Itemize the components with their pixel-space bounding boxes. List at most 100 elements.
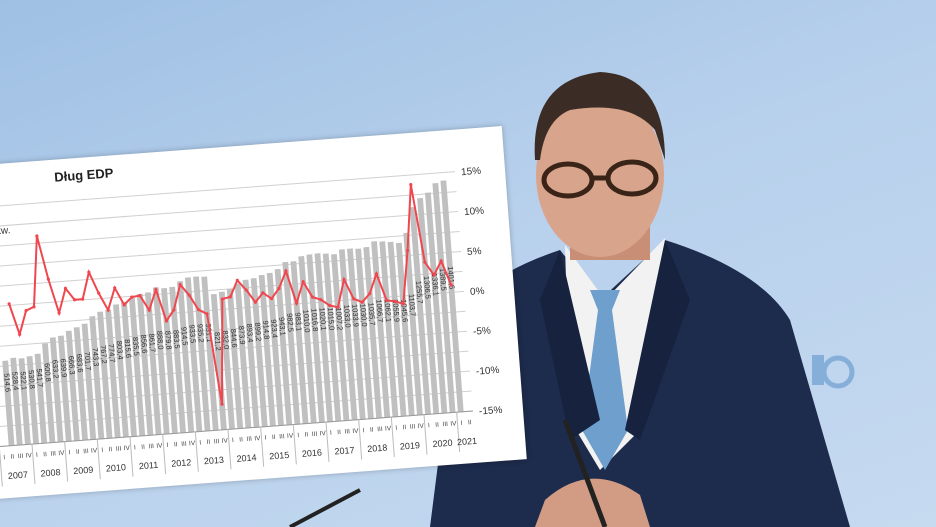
bar-label: 541,7 <box>35 368 45 387</box>
bar <box>290 261 309 424</box>
quarter-label: IV <box>450 420 457 427</box>
bar <box>42 343 56 443</box>
bar-label: 933,5 <box>187 324 197 343</box>
growth-point <box>7 302 11 306</box>
growth-point <box>178 282 182 287</box>
bar-label: 914,8 <box>261 320 271 339</box>
bar-label: 1016,8 <box>309 308 320 332</box>
bar-label: 923,4 <box>269 319 279 338</box>
x-axis <box>0 410 474 448</box>
quarter-label: IV <box>25 452 32 459</box>
bar-label: 666,3 <box>67 355 77 374</box>
bar-label: 701,7 <box>83 351 93 370</box>
growth-point <box>35 234 39 238</box>
bar <box>105 309 121 438</box>
bar <box>161 287 178 434</box>
bar <box>250 278 268 427</box>
quarter-label: II <box>174 441 178 448</box>
bar <box>113 304 129 438</box>
bar <box>347 248 366 420</box>
bar <box>355 248 374 419</box>
quarter-label: III <box>83 448 89 455</box>
quarter-label: III <box>410 423 416 430</box>
bar-label: 522,1 <box>18 371 28 390</box>
bar-label: 1389,5 <box>438 268 449 292</box>
bar-label: 1055,9 <box>391 299 402 323</box>
bar <box>242 279 260 428</box>
bar-label: 1033,0 <box>342 304 353 328</box>
quarter-label: III <box>181 441 187 448</box>
quarter-label: I <box>297 432 300 439</box>
quarter-label: IV <box>352 428 359 435</box>
year-separator <box>390 417 395 458</box>
quarter-label: I <box>199 439 202 446</box>
bar-label: 821,2 <box>213 332 223 351</box>
growth-point <box>122 303 126 307</box>
bar-label: 982,5 <box>285 313 295 332</box>
quarter-label: I <box>166 442 169 449</box>
bar-label: 1010,0 <box>301 309 312 333</box>
bar <box>298 256 317 424</box>
growth-point <box>32 305 36 309</box>
quarter-label: IV <box>123 445 130 452</box>
quarter-label: III <box>50 450 56 457</box>
growth-point <box>405 249 410 253</box>
growth-point <box>244 288 248 292</box>
bar <box>201 276 219 431</box>
conference-logo <box>812 355 855 389</box>
year-separator <box>96 439 101 480</box>
bar-label: 935,2 <box>196 323 206 342</box>
chart-panel: Dług EDP /kw. 15% 10% 5% 0% -5% -10% -15% 514,6… <box>0 126 527 500</box>
bar <box>440 180 464 413</box>
bar-label: 1062,1 <box>383 299 394 323</box>
bar-label: 1015,0 <box>326 307 337 331</box>
growth-point <box>310 295 315 299</box>
growth-point <box>423 260 427 264</box>
year-label: 2011 <box>139 460 159 471</box>
growth-point <box>336 305 340 309</box>
bar <box>81 323 97 440</box>
quarter-label: II <box>402 424 406 431</box>
quarter-label: II <box>141 444 145 451</box>
quarter-label: III <box>18 453 24 460</box>
growth-point <box>261 291 265 295</box>
year-separator <box>325 422 330 462</box>
growth-point <box>409 183 413 187</box>
growth-point <box>301 280 305 284</box>
bar <box>234 283 252 429</box>
hair <box>534 72 665 160</box>
bar <box>2 360 15 446</box>
quarter-label: III <box>377 426 383 433</box>
growth-point <box>352 297 356 301</box>
growth-point <box>130 295 134 299</box>
right-axis-tick: -5% <box>473 325 492 337</box>
bar <box>331 254 350 421</box>
bar-label: 530,8 <box>27 370 37 389</box>
right-axis-tick: 10% <box>464 206 485 218</box>
gridline <box>0 171 456 208</box>
bar-label: 803,4 <box>115 340 125 359</box>
year-label: 2018 <box>367 443 388 454</box>
bar <box>57 335 72 442</box>
growth-point <box>269 296 274 301</box>
bar <box>387 241 407 417</box>
bar <box>145 292 162 435</box>
growth-point <box>342 277 346 282</box>
quarter-label: III <box>116 445 122 452</box>
year-separator <box>456 412 461 453</box>
growth-point <box>63 286 68 291</box>
growth-point <box>113 286 117 290</box>
quarter-label: IV <box>91 447 98 454</box>
bar-label: 883,5 <box>171 330 181 349</box>
bar-label: 528,4 <box>10 371 20 390</box>
bar-label: 844,6 <box>229 329 239 348</box>
gridline <box>0 211 459 248</box>
growth-point <box>385 298 389 302</box>
bar-label: 914,5 <box>179 326 189 345</box>
bar-label: 861,7 <box>147 333 157 352</box>
growth-point <box>154 288 158 292</box>
bar <box>379 241 399 418</box>
bar <box>10 357 23 446</box>
quarter-label: IV <box>417 423 424 430</box>
bar <box>184 277 203 432</box>
